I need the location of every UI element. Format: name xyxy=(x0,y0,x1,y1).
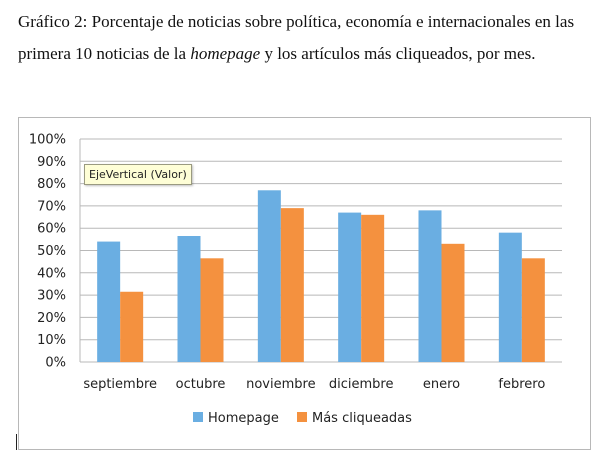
bar-homepage-septiembre xyxy=(97,241,121,362)
bar-cliqueadas-noviembre xyxy=(280,208,304,362)
axis-tooltip: EjeVertical (Valor) xyxy=(84,164,192,185)
x-tick-label: noviembre xyxy=(246,377,315,392)
y-tick-label: 90% xyxy=(37,155,66,170)
bar-cliqueadas-febrero xyxy=(521,258,545,362)
y-tick-label: 80% xyxy=(37,177,66,192)
bar-homepage-enero xyxy=(418,210,442,362)
x-tick-label: enero xyxy=(423,377,460,392)
y-tick-label: 60% xyxy=(37,222,66,237)
caption-italic: homepage xyxy=(190,44,261,63)
bar-homepage-octubre xyxy=(177,236,201,362)
y-tick-label: 50% xyxy=(37,244,66,259)
bar-cliqueadas-diciembre xyxy=(361,214,385,362)
bar-cliqueadas-enero xyxy=(441,243,465,362)
gridlines xyxy=(79,138,562,363)
y-tick-label: 40% xyxy=(37,266,66,281)
chart-caption: Gráfico 2: Porcentaje de noticias sobre … xyxy=(18,6,593,70)
caption-text-1: Gráfico 2: Porcentaje de noticias sobre … xyxy=(18,12,575,63)
x-tick-label: febrero xyxy=(498,377,545,392)
legend-label-homepage: Homepage xyxy=(208,411,279,426)
bar-homepage-febrero xyxy=(498,232,522,362)
legend-swatch-homepage xyxy=(193,412,203,422)
text-cursor xyxy=(16,434,17,450)
y-tick-label: 0% xyxy=(45,356,66,371)
bar-homepage-diciembre xyxy=(338,212,362,362)
legend-swatch-cliqueadas xyxy=(297,412,307,422)
bar-cliqueadas-octubre xyxy=(200,258,224,362)
caption-text-2: y los artículos más cliqueados, por mes. xyxy=(260,44,536,63)
bars xyxy=(97,190,545,362)
x-tick-label: octubre xyxy=(176,377,226,392)
x-tick-label: diciembre xyxy=(329,377,394,392)
y-tick-label: 20% xyxy=(37,311,66,326)
bar-homepage-noviembre xyxy=(257,190,281,362)
y-tick-label: 100% xyxy=(29,133,66,148)
y-tick-label: 70% xyxy=(37,199,66,214)
x-tick-label: septiembre xyxy=(83,377,157,392)
legend: Homepage Más cliqueadas xyxy=(193,411,412,426)
y-axis-labels: 0% 10% 20% 30% 40% 50% 60% 70% 80% 90% 100% xyxy=(29,133,66,371)
y-tick-label: 30% xyxy=(37,289,66,304)
legend-label-cliqueadas: Más cliqueadas xyxy=(312,411,412,426)
bar-cliqueadas-septiembre xyxy=(120,291,144,362)
y-tick-label: 10% xyxy=(37,333,66,348)
x-axis-labels: septiembre octubre noviembre diciembre enero… xyxy=(83,377,545,392)
